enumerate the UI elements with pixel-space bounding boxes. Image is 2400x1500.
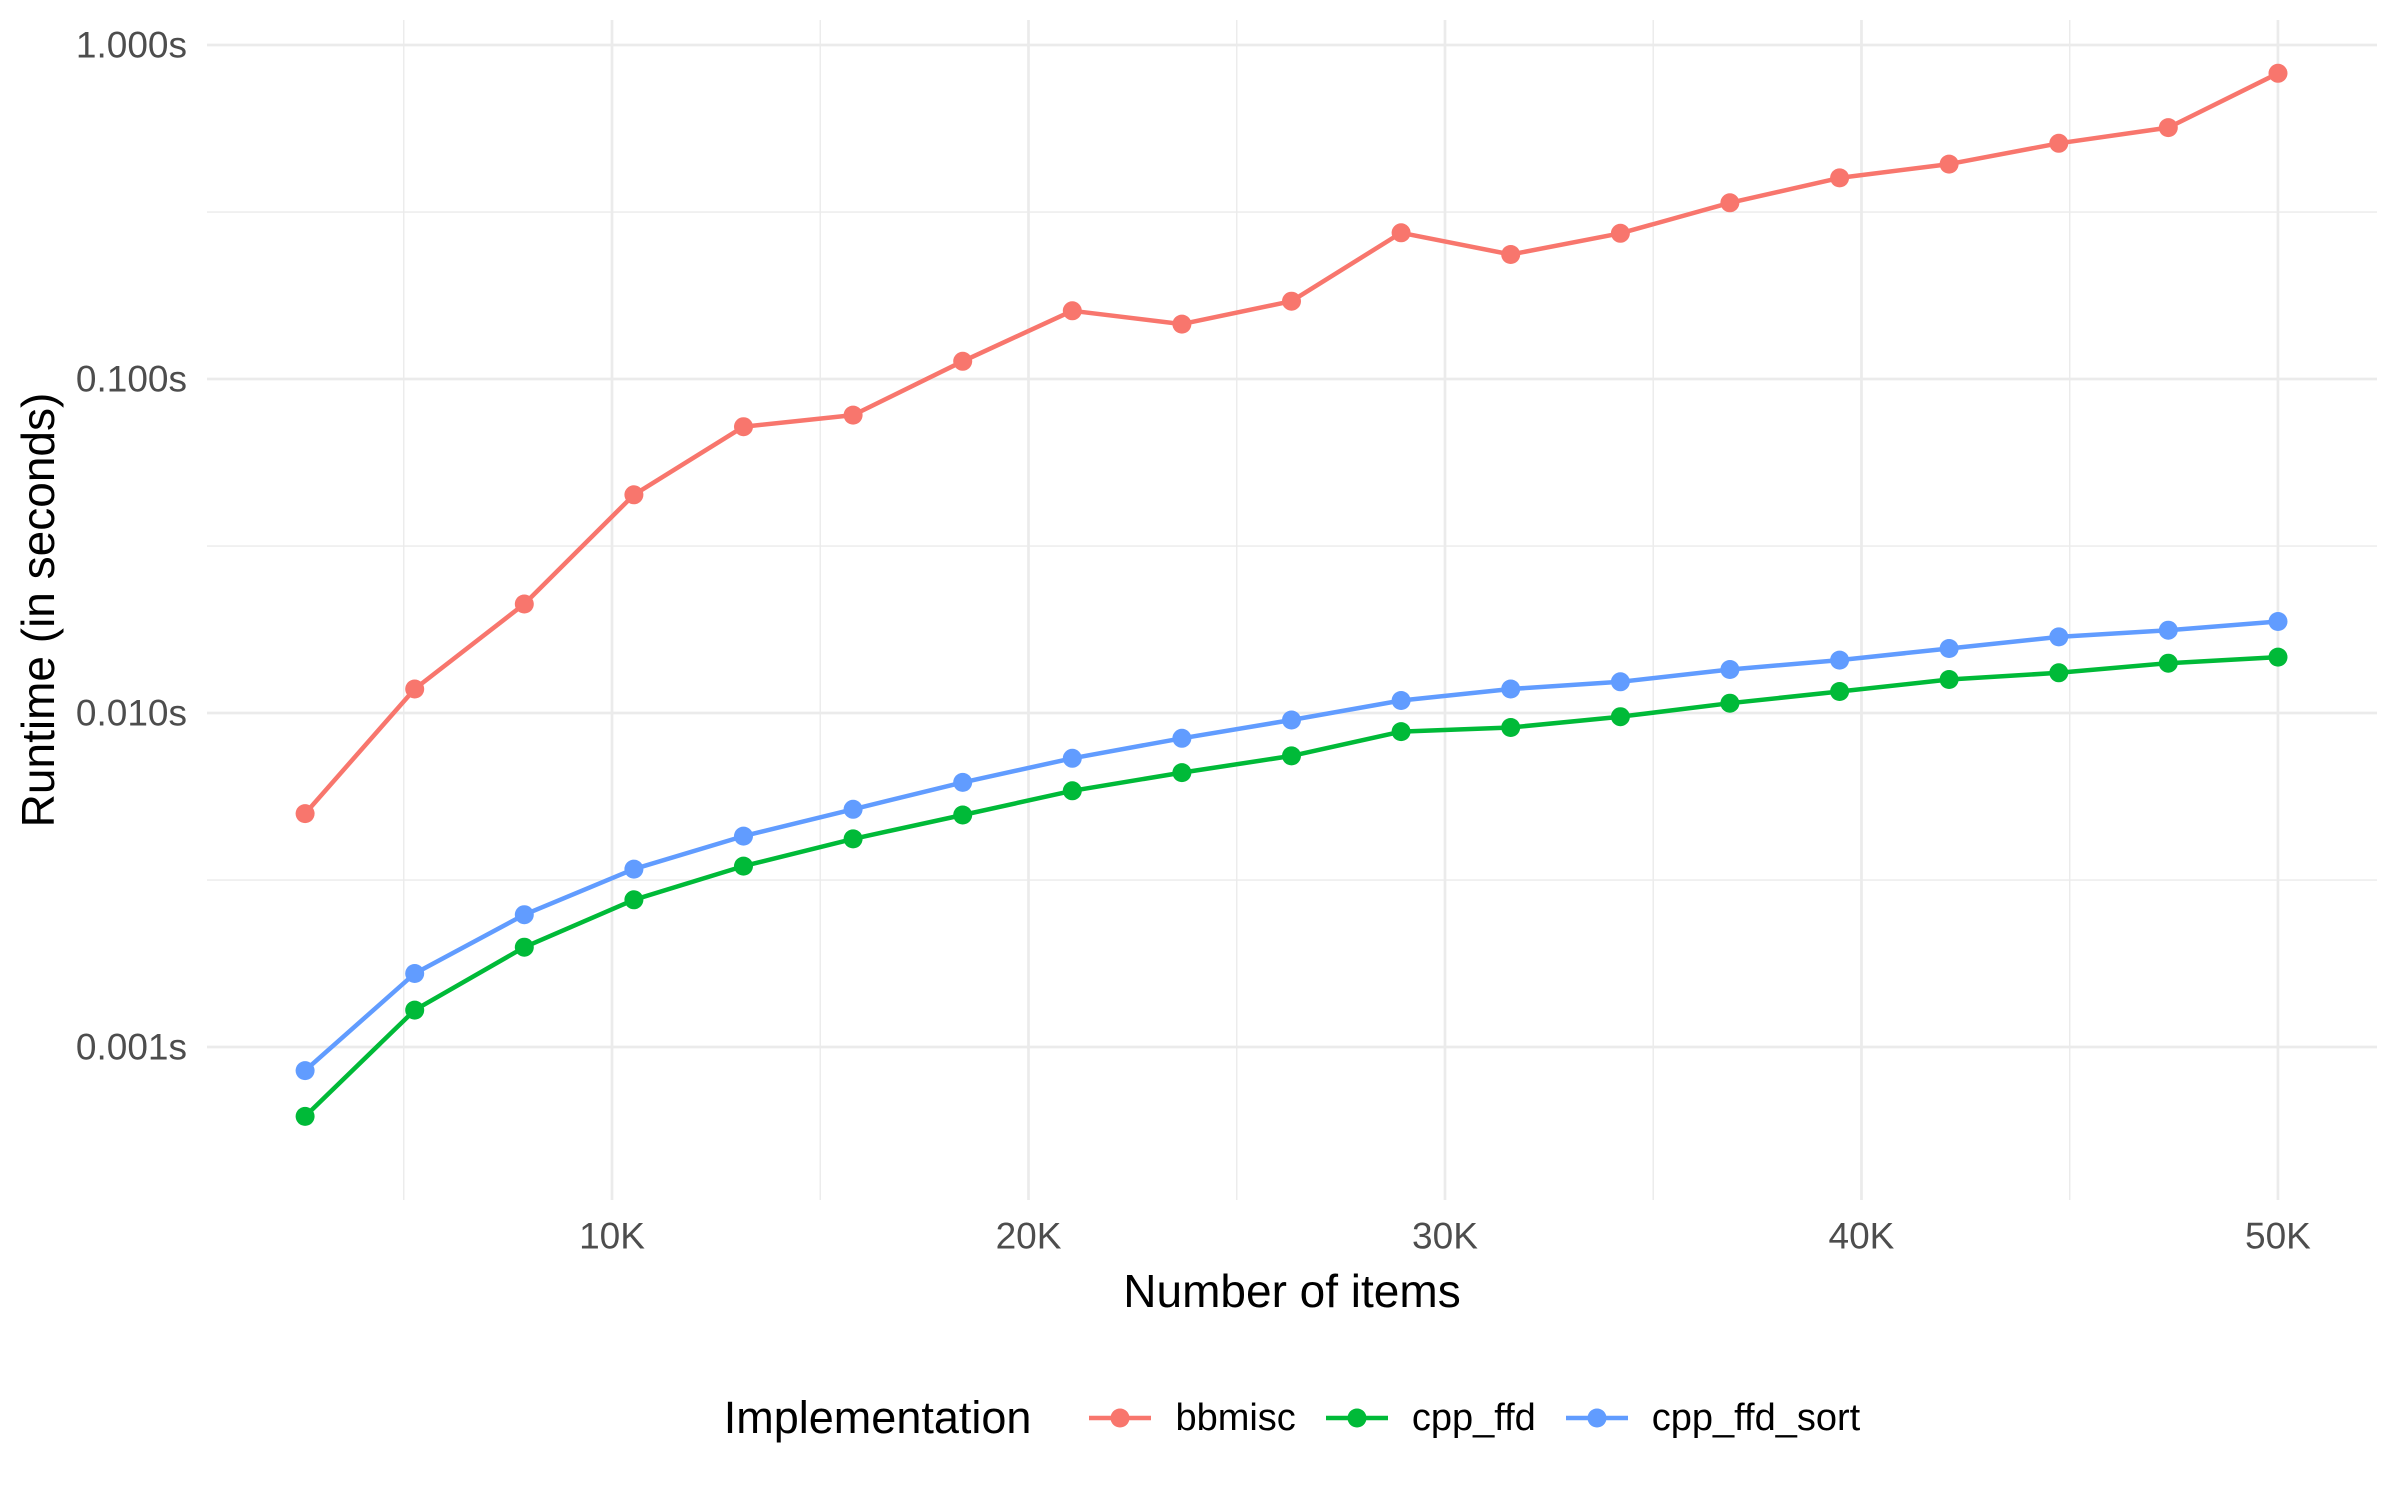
- data-point-cpp_ffd: [1720, 693, 1740, 713]
- legend-label-cpp-ffd-sort: cpp_ffd_sort: [1651, 1396, 1861, 1439]
- legend-item-bbmisc: bbmisc: [1089, 1396, 1296, 1440]
- data-point-bbmisc: [624, 485, 644, 505]
- data-point-cpp_ffd_sort: [1720, 660, 1740, 679]
- legend-key-line-dot-icon: [1565, 1408, 1628, 1428]
- data-point-bbmisc: [2049, 133, 2069, 153]
- y-tick-label: 0.001s: [76, 1027, 187, 1068]
- data-point-cpp_ffd: [2268, 647, 2288, 667]
- legend-key-line-dot-icon: [1089, 1408, 1152, 1428]
- data-point-cpp_ffd_sort: [514, 905, 534, 925]
- data-point-bbmisc: [1391, 223, 1411, 243]
- legend-title: Implementation: [723, 1392, 1032, 1443]
- data-point-bbmisc: [1610, 223, 1630, 243]
- data-point-bbmisc: [514, 594, 534, 614]
- data-point-cpp_ffd_sort: [1282, 710, 1301, 730]
- data-point-bbmisc: [1939, 154, 1959, 174]
- legend-item-cpp-ffd: cpp_ffd: [1325, 1396, 1536, 1440]
- data-point-cpp_ffd: [843, 829, 863, 849]
- data-point-bbmisc: [843, 405, 863, 425]
- data-point-cpp_ffd: [1501, 718, 1521, 737]
- data-point-cpp_ffd_sort: [1501, 679, 1521, 699]
- data-point-cpp_ffd_sort: [1830, 650, 1850, 670]
- x-tick-label: 30K: [1412, 1216, 1478, 1257]
- data-point-cpp_ffd: [405, 1000, 425, 1020]
- y-tick-label: 1.000s: [76, 25, 187, 66]
- data-point-cpp_ffd: [295, 1106, 315, 1126]
- data-point-cpp_ffd: [1939, 670, 1959, 689]
- x-tick-label: 10K: [579, 1216, 645, 1257]
- data-point-cpp_ffd: [514, 937, 534, 957]
- x-tick-label: 20K: [996, 1216, 1062, 1257]
- data-point-bbmisc: [1830, 168, 1850, 188]
- legend-key-line-dot-icon: [1325, 1408, 1388, 1428]
- data-point-cpp_ffd_sort: [2049, 627, 2069, 647]
- data-point-cpp_ffd_sort: [1062, 748, 1082, 768]
- x-axis-title: Number of items: [1123, 1265, 1461, 1317]
- data-point-bbmisc: [1282, 291, 1301, 311]
- data-point-cpp_ffd: [953, 805, 973, 825]
- data-point-bbmisc: [1062, 301, 1082, 321]
- y-tick-label: 0.010s: [76, 693, 187, 734]
- data-point-cpp_ffd_sort: [2268, 612, 2288, 631]
- data-point-bbmisc: [734, 417, 753, 437]
- legend-key-dot: [1110, 1408, 1130, 1428]
- x-tick-label: 40K: [1829, 1216, 1895, 1257]
- series-line-cpp_ffd_sort: [302, 619, 2281, 1073]
- legend-key-dot: [1587, 1408, 1607, 1428]
- data-point-bbmisc: [1172, 314, 1192, 334]
- data-point-bbmisc: [1501, 245, 1521, 264]
- data-point-cpp_ffd: [2158, 653, 2178, 673]
- data-point-cpp_ffd_sort: [295, 1061, 315, 1081]
- legend-label-cpp-ffd: cpp_ffd: [1411, 1396, 1536, 1439]
- legend-label-bbmisc: bbmisc: [1175, 1396, 1296, 1439]
- legend: Implementation bbmisc cpp_ffd cpp_ffd_so…: [207, 1386, 2377, 1450]
- data-point-cpp_ffd_sort: [1610, 672, 1630, 692]
- data-point-bbmisc: [295, 804, 315, 824]
- data-point-bbmisc: [2268, 63, 2288, 83]
- data-point-bbmisc: [953, 351, 973, 371]
- data-point-cpp_ffd_sort: [734, 826, 753, 846]
- data-point-cpp_ffd_sort: [843, 799, 863, 819]
- data-point-cpp_ffd: [1282, 746, 1301, 766]
- data-point-cpp_ffd: [1610, 707, 1630, 727]
- data-point-cpp_ffd_sort: [405, 964, 425, 983]
- data-point-bbmisc: [2158, 118, 2178, 138]
- data-point-cpp_ffd: [1062, 781, 1082, 801]
- data-point-cpp_ffd: [1391, 722, 1411, 742]
- x-tick-label: 50K: [2245, 1216, 2311, 1257]
- y-tick-label: 0.100s: [76, 359, 187, 400]
- data-point-cpp_ffd_sort: [953, 772, 973, 792]
- data-point-cpp_ffd_sort: [1172, 728, 1192, 748]
- data-point-cpp_ffd_sort: [2158, 620, 2178, 640]
- data-point-cpp_ffd: [1172, 763, 1192, 783]
- legend-item-cpp-ffd-sort: cpp_ffd_sort: [1565, 1396, 1861, 1440]
- data-point-cpp_ffd_sort: [1939, 639, 1959, 658]
- data-point-bbmisc: [1720, 193, 1740, 213]
- data-point-cpp_ffd_sort: [624, 859, 644, 879]
- legend-key-dot: [1347, 1408, 1367, 1428]
- data-point-bbmisc: [405, 679, 425, 699]
- data-point-cpp_ffd: [734, 856, 753, 876]
- data-point-cpp_ffd: [624, 890, 644, 910]
- data-point-cpp_ffd: [2049, 663, 2069, 683]
- series-line-bbmisc: [302, 71, 2281, 816]
- y-axis-title: Runtime (in seconds): [12, 392, 64, 828]
- data-point-cpp_ffd_sort: [1391, 691, 1411, 710]
- data-point-cpp_ffd: [1830, 682, 1850, 701]
